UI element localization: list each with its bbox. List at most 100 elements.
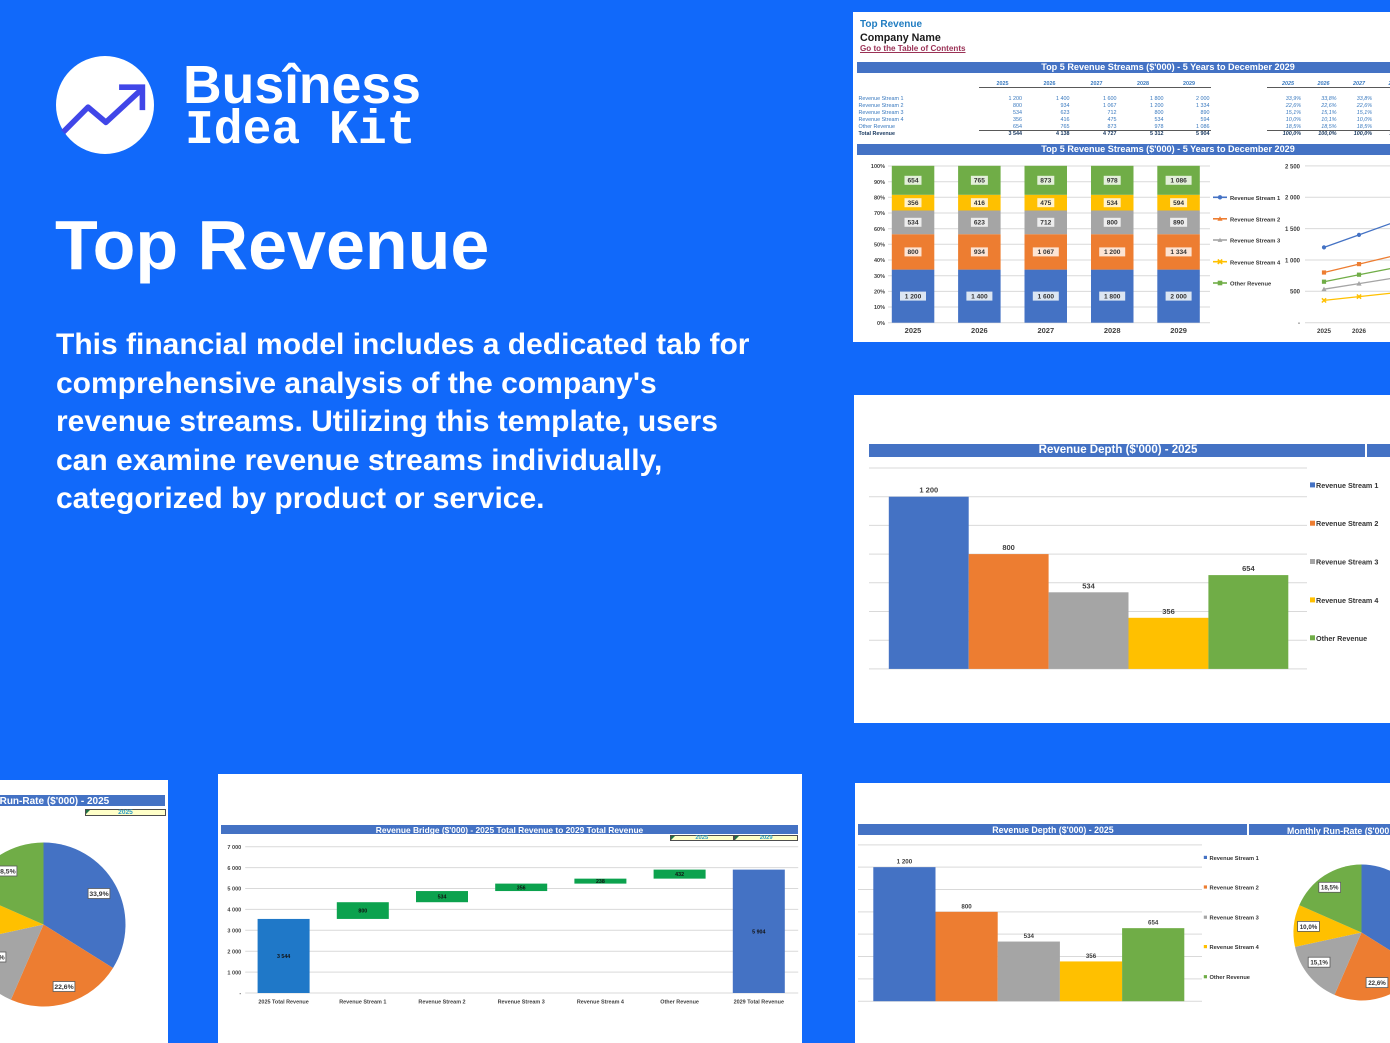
svg-text:Other Revenue: Other Revenue (1230, 282, 1272, 288)
svg-text:2 500: 2 500 (1285, 164, 1301, 170)
svg-text:356: 356 (1162, 607, 1175, 616)
svg-text:1 800: 1 800 (1104, 293, 1121, 300)
svg-text:33,9%: 33,9% (89, 891, 108, 898)
svg-text:18,5%: 18,5% (1321, 885, 1339, 892)
svg-text:5 000: 5 000 (227, 887, 241, 893)
svg-text:3 544: 3 544 (277, 954, 290, 960)
svg-text:Revenue Stream 2: Revenue Stream 2 (418, 1000, 465, 1006)
svg-text:934: 934 (974, 249, 985, 256)
svg-text:Revenue Stream 3: Revenue Stream 3 (1230, 239, 1281, 245)
svg-text:Revenue Stream 1: Revenue Stream 1 (1230, 196, 1281, 202)
svg-text:4 000: 4 000 (227, 908, 241, 914)
svg-text:534: 534 (1107, 200, 1118, 207)
svg-text:1 334: 1 334 (1170, 249, 1187, 256)
svg-text:22,6%: 22,6% (1368, 980, 1386, 987)
svg-text:356: 356 (517, 885, 526, 891)
svg-text:2027: 2027 (1037, 326, 1054, 335)
svg-text:Revenue Stream 2: Revenue Stream 2 (1210, 886, 1259, 892)
svg-text:15,1%: 15,1% (0, 954, 5, 961)
svg-text:2026: 2026 (971, 326, 988, 335)
svg-text:Revenue Stream 1: Revenue Stream 1 (1316, 481, 1378, 490)
svg-text:90%: 90% (874, 180, 885, 186)
svg-text:475: 475 (1040, 200, 1051, 207)
svg-text:238: 238 (596, 879, 605, 885)
svg-text:6 000: 6 000 (227, 866, 241, 872)
svg-text:416: 416 (974, 200, 985, 207)
svg-text:500: 500 (1290, 290, 1301, 296)
svg-text:Other Revenue: Other Revenue (1210, 975, 1250, 981)
svg-text:Revenue Stream 4: Revenue Stream 4 (577, 1000, 624, 1006)
svg-text:800: 800 (1002, 543, 1015, 552)
svg-text:2 000: 2 000 (227, 949, 241, 955)
svg-text:800: 800 (1107, 220, 1118, 227)
svg-text:Revenue Stream 2: Revenue Stream 2 (1316, 519, 1378, 528)
svg-text:1 000: 1 000 (1285, 258, 1301, 264)
svg-text:800: 800 (961, 903, 972, 910)
svg-text:2025: 2025 (905, 326, 922, 335)
svg-text:30%: 30% (874, 274, 885, 280)
svg-text:534: 534 (907, 220, 918, 227)
svg-text:-: - (239, 991, 241, 997)
svg-text:15,1%: 15,1% (1310, 960, 1328, 967)
svg-text:Revenue Stream 4: Revenue Stream 4 (1316, 596, 1378, 605)
svg-text:2029: 2029 (1170, 326, 1187, 335)
svg-text:5 904: 5 904 (752, 929, 765, 935)
svg-text:654: 654 (1148, 920, 1159, 927)
svg-text:7 000: 7 000 (227, 845, 241, 851)
svg-text:Revenue Stream 1: Revenue Stream 1 (1210, 856, 1259, 862)
svg-text:890: 890 (1173, 220, 1184, 227)
svg-text:1 200: 1 200 (1104, 249, 1121, 256)
svg-text:1 086: 1 086 (1170, 178, 1187, 185)
svg-text:978: 978 (1107, 178, 1118, 185)
svg-text:Other Revenue: Other Revenue (660, 1000, 699, 1006)
svg-text:432: 432 (675, 872, 684, 878)
svg-text:800: 800 (358, 909, 367, 915)
svg-text:873: 873 (1040, 178, 1051, 185)
svg-text:1 200: 1 200 (897, 859, 913, 866)
svg-text:80%: 80% (874, 196, 885, 202)
svg-text:1 500: 1 500 (1285, 227, 1301, 233)
svg-text:60%: 60% (874, 227, 885, 233)
svg-text:2 000: 2 000 (1170, 293, 1187, 300)
svg-text:356: 356 (1086, 953, 1097, 960)
svg-text:Revenue Stream 4: Revenue Stream 4 (1210, 945, 1260, 951)
svg-text:2 000: 2 000 (1285, 196, 1301, 202)
svg-text:Revenue Stream 3: Revenue Stream 3 (1210, 916, 1259, 922)
svg-text:40%: 40% (874, 258, 885, 264)
svg-text:1 600: 1 600 (1038, 293, 1055, 300)
svg-text:Revenue Stream 3: Revenue Stream 3 (497, 1000, 544, 1006)
svg-text:0%: 0% (877, 321, 885, 327)
svg-text:70%: 70% (874, 211, 885, 217)
svg-text:Revenue Stream 3: Revenue Stream 3 (1316, 558, 1378, 567)
svg-text:Other Revenue: Other Revenue (1316, 634, 1367, 643)
svg-text:50%: 50% (874, 243, 885, 249)
svg-text:-: - (1298, 321, 1300, 327)
svg-text:654: 654 (1242, 564, 1255, 573)
svg-text:594: 594 (1173, 200, 1184, 207)
svg-text:800: 800 (907, 249, 918, 256)
svg-text:100%: 100% (871, 164, 885, 170)
svg-text:534: 534 (1024, 933, 1035, 940)
svg-text:22,6%: 22,6% (54, 984, 73, 991)
svg-text:1 067: 1 067 (1038, 249, 1055, 256)
svg-text:534: 534 (437, 895, 446, 901)
svg-text:Revenue Stream 1: Revenue Stream 1 (339, 1000, 386, 1006)
svg-text:2025: 2025 (1317, 328, 1332, 335)
svg-text:765: 765 (974, 178, 985, 185)
svg-text:2028: 2028 (1104, 326, 1121, 335)
svg-text:Revenue Stream 4: Revenue Stream 4 (1230, 260, 1281, 266)
svg-text:2025 Total Revenue: 2025 Total Revenue (258, 1000, 308, 1006)
svg-text:356: 356 (907, 200, 918, 207)
svg-text:534: 534 (1082, 581, 1095, 590)
svg-text:654: 654 (907, 178, 918, 185)
svg-text:3 000: 3 000 (227, 929, 241, 935)
svg-text:10%: 10% (874, 305, 885, 311)
svg-text:Revenue Stream 2: Revenue Stream 2 (1230, 217, 1280, 223)
svg-text:18,5%: 18,5% (0, 868, 16, 875)
svg-text:1 000: 1 000 (227, 970, 241, 976)
svg-text:10,0%: 10,0% (1300, 924, 1318, 931)
svg-text:623: 623 (974, 220, 985, 227)
svg-text:1 400: 1 400 (971, 293, 988, 300)
svg-text:712: 712 (1040, 220, 1051, 227)
svg-text:2029 Total Revenue: 2029 Total Revenue (733, 1000, 783, 1006)
